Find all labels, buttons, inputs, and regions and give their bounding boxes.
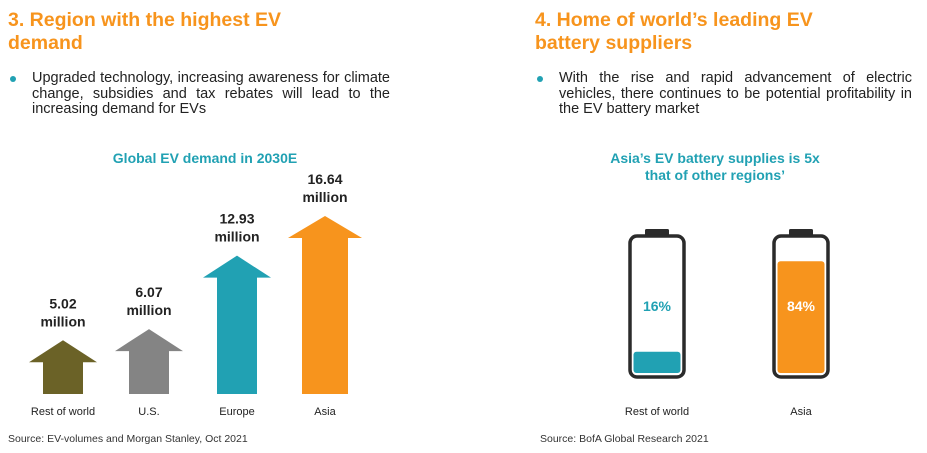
ev-demand-panel: 3. Region with the highest EV demand Upg… xyxy=(0,0,460,453)
demand-arrow-bar-1 xyxy=(29,340,97,394)
demand-value-label-4: 16.64 xyxy=(307,171,342,187)
ev-demand-source: Source: EV-volumes and Morgan Stanley, O… xyxy=(8,433,248,445)
battery-fill-bar-2 xyxy=(777,261,825,373)
battery-value-label-1: 16% xyxy=(643,298,672,314)
demand-value-label-1: 5.02 xyxy=(49,295,76,311)
demand-category-label-3: Europe xyxy=(219,406,254,418)
battery-supply-chart: 16% Rest of world 84% Asia xyxy=(625,229,830,418)
ev-demand-chart-title: Global EV demand in 2030E xyxy=(112,150,298,166)
demand-unit-label-2: million xyxy=(126,302,171,318)
demand-arrow-bar-3 xyxy=(203,255,271,394)
ev-demand-bullet-text: Upgraded technology, increasing awarenes… xyxy=(32,70,390,117)
battery-supply-source: Source: BofA Global Research 2021 xyxy=(540,433,709,445)
battery-fill-bar-1 xyxy=(633,351,681,373)
demand-unit-label-3: million xyxy=(214,229,259,245)
demand-value-label-3: 12.93 xyxy=(219,211,254,227)
battery-supply-chart-title: Asia’s EV battery supplies is 5x that of… xyxy=(610,150,820,183)
demand-arrow-bar-4 xyxy=(288,216,362,394)
battery-category-label-1: Rest of world xyxy=(625,406,689,418)
demand-category-label-4: Asia xyxy=(314,406,336,418)
battery-value-label-2: 84% xyxy=(787,298,816,314)
battery-cap-2 xyxy=(789,229,813,236)
battery-category-label-2: Asia xyxy=(790,406,812,418)
demand-value-label-2: 6.07 xyxy=(135,284,162,300)
ev-demand-bullet: Upgraded technology, increasing awarenes… xyxy=(10,70,390,118)
demand-category-label-1: Rest of world xyxy=(31,406,95,418)
demand-unit-label-4: million xyxy=(302,189,347,205)
battery-supply-bullet-text: With the rise and rapid advancement of e… xyxy=(559,70,912,117)
battery-supply-heading: 4. Home of world’s leading EV battery su… xyxy=(535,9,813,54)
battery-cap-1 xyxy=(645,229,669,236)
ev-demand-heading: 3. Region with the highest EV demand xyxy=(8,9,282,54)
battery-shell-2 xyxy=(772,234,830,379)
ev-demand-chart: 5.02 million Rest of world 6.07 million U.S. 1… xyxy=(29,171,362,418)
battery-supply-bullet: With the rise and rapid advancement of e… xyxy=(537,70,912,118)
bullet-dot-icon xyxy=(537,76,543,82)
bullet-dot-icon xyxy=(10,76,16,82)
demand-arrow-bar-2 xyxy=(115,329,183,394)
demand-unit-label-1: million xyxy=(40,313,85,329)
demand-category-label-2: U.S. xyxy=(138,406,159,418)
battery-shell-1 xyxy=(628,234,686,379)
battery-supply-panel: 4. Home of world’s leading EV battery su… xyxy=(535,0,927,453)
